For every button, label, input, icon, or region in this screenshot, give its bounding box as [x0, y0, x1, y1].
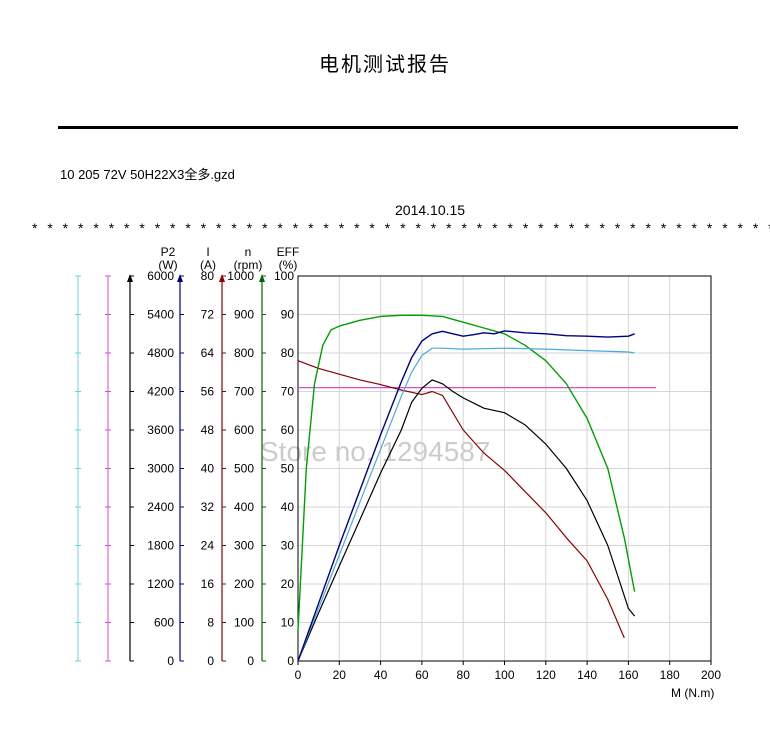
svg-text:EFF: EFF	[277, 245, 300, 259]
svg-text:M (N.m): M (N.m)	[671, 686, 714, 700]
svg-text:140: 140	[577, 668, 597, 682]
motor-test-chart: 020406080100120140160180200M (N.m)P2(W)0…	[60, 244, 760, 714]
svg-text:200: 200	[234, 577, 254, 591]
svg-text:0: 0	[207, 654, 214, 668]
file-subtitle: 10 205 72V 50H22X3全多.gzd	[60, 164, 235, 183]
svg-text:3000: 3000	[147, 462, 174, 476]
svg-text:100: 100	[234, 616, 254, 630]
svg-text:600: 600	[154, 616, 174, 630]
svg-text:6000: 6000	[147, 269, 174, 283]
asterisk-divider: * * * * * * * * * * * * * * * * * * * * …	[32, 220, 770, 236]
svg-text:32: 32	[201, 500, 215, 514]
svg-text:300: 300	[234, 539, 254, 553]
svg-text:400: 400	[234, 500, 254, 514]
svg-text:56: 56	[201, 385, 215, 399]
svg-text:70: 70	[281, 385, 295, 399]
svg-text:24: 24	[201, 539, 215, 553]
svg-text:600: 600	[234, 423, 254, 437]
svg-text:2400: 2400	[147, 500, 174, 514]
svg-text:n: n	[245, 245, 252, 259]
svg-text:90: 90	[281, 308, 295, 322]
svg-text:3600: 3600	[147, 423, 174, 437]
svg-text:10: 10	[281, 616, 295, 630]
svg-text:80: 80	[457, 668, 471, 682]
svg-text:P2: P2	[161, 245, 176, 259]
svg-text:40: 40	[281, 500, 295, 514]
svg-text:48: 48	[201, 423, 215, 437]
svg-text:60: 60	[281, 423, 295, 437]
svg-text:800: 800	[234, 346, 254, 360]
svg-text:20: 20	[281, 577, 295, 591]
svg-text:64: 64	[201, 346, 215, 360]
svg-text:700: 700	[234, 385, 254, 399]
svg-text:1200: 1200	[147, 577, 174, 591]
svg-text:4200: 4200	[147, 385, 174, 399]
svg-text:50: 50	[281, 462, 295, 476]
report-title: 电机测试报告	[0, 48, 770, 77]
svg-text:16: 16	[201, 577, 215, 591]
svg-text:0: 0	[287, 654, 294, 668]
svg-text:900: 900	[234, 308, 254, 322]
svg-text:40: 40	[374, 668, 388, 682]
svg-text:30: 30	[281, 539, 295, 553]
svg-text:0: 0	[295, 668, 302, 682]
svg-text:60: 60	[415, 668, 429, 682]
svg-text:4800: 4800	[147, 346, 174, 360]
svg-text:1800: 1800	[147, 539, 174, 553]
svg-text:20: 20	[333, 668, 347, 682]
svg-text:120: 120	[536, 668, 556, 682]
svg-text:40: 40	[201, 462, 215, 476]
svg-text:180: 180	[660, 668, 680, 682]
svg-text:I: I	[206, 245, 209, 259]
svg-text:80: 80	[201, 269, 215, 283]
svg-text:1000: 1000	[227, 269, 254, 283]
svg-text:5400: 5400	[147, 308, 174, 322]
svg-text:0: 0	[167, 654, 174, 668]
title-underline	[58, 126, 738, 129]
svg-text:0: 0	[247, 654, 254, 668]
svg-text:8: 8	[207, 616, 214, 630]
svg-text:100: 100	[494, 668, 514, 682]
svg-text:200: 200	[701, 668, 721, 682]
report-date: 2014.10.15	[395, 202, 465, 218]
svg-text:160: 160	[618, 668, 638, 682]
svg-text:72: 72	[201, 308, 215, 322]
svg-text:80: 80	[281, 346, 295, 360]
svg-text:100: 100	[274, 269, 294, 283]
svg-text:500: 500	[234, 462, 254, 476]
